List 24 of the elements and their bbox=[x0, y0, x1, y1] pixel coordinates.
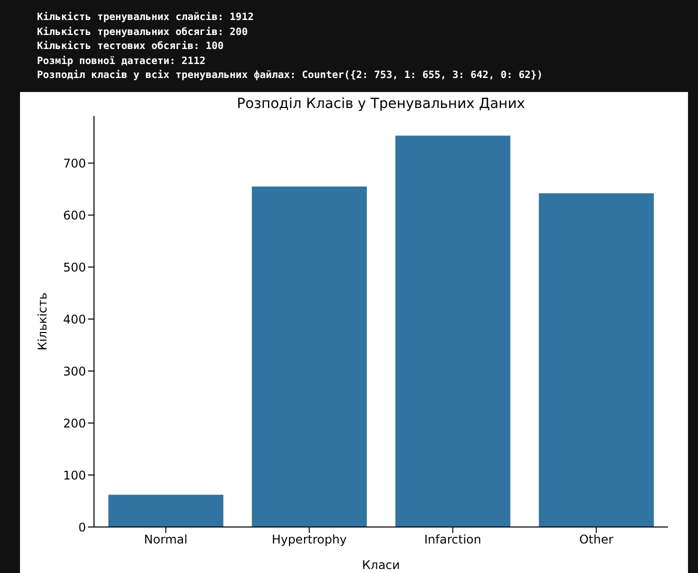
bar bbox=[108, 494, 224, 527]
y-tick-label: 0 bbox=[78, 520, 86, 534]
chart-title: Розподіл Класів у Тренувальних Даних bbox=[236, 96, 526, 112]
y-tick-label: 500 bbox=[63, 260, 86, 274]
text: Розподіл класів у всіх тренувальних файлах: Counter({2: 753, 1: 655, 3: 642, 0: 62}) bbox=[37, 69, 543, 84]
x-tick-label: Normal bbox=[144, 532, 188, 547]
y-tick-label: 400 bbox=[63, 312, 86, 326]
text: Розмір повної датасети: 2112 bbox=[37, 54, 207, 69]
y-tick-label: 200 bbox=[63, 416, 86, 430]
y-tick-label: 100 bbox=[63, 468, 86, 482]
bar bbox=[395, 136, 510, 527]
x-tick-label: Infarction bbox=[424, 532, 482, 547]
bar bbox=[252, 186, 367, 527]
text: Кількість тестових обсягів: 100 bbox=[37, 40, 225, 54]
text: Кількість тренувальних обсягів: 200 bbox=[37, 26, 249, 40]
x-tick-label: Hypertrophy bbox=[272, 532, 347, 547]
x-tick-label: Other bbox=[579, 532, 614, 547]
y-tick-label: 300 bbox=[63, 364, 86, 378]
x-axis-title: Класи bbox=[362, 558, 400, 572]
y-tick-label: 600 bbox=[63, 208, 86, 222]
bar bbox=[538, 193, 654, 527]
text: Кількість тренувальних слайсів: 1912 bbox=[37, 11, 255, 25]
y-axis-title: Кількість bbox=[35, 292, 50, 350]
y-tick-label: 700 bbox=[63, 156, 86, 170]
